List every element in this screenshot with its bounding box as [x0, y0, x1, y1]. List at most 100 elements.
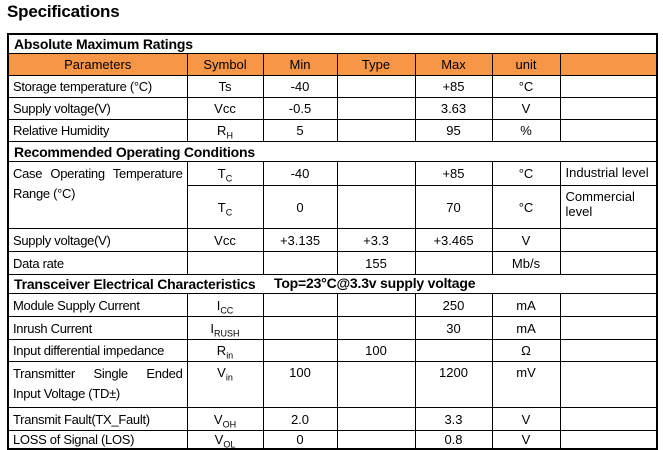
- cell-param: Relative Humidity: [7, 119, 188, 142]
- cell-min: [262, 316, 338, 340]
- cell-symbol: Ts: [186, 75, 264, 98]
- cell-symbol: RH: [186, 119, 264, 142]
- cell-type: [336, 407, 416, 431]
- cell-max: 70: [414, 185, 493, 229]
- cell-param: Case Operating Temperature Range (°C): [7, 161, 188, 229]
- cell-min: 0: [262, 430, 338, 450]
- section-title: Absolute Maximum Ratings: [7, 33, 658, 54]
- cell-note: [559, 97, 658, 120]
- section-condition-text: Top=23°C@3.3v supply voltage: [274, 275, 476, 292]
- cell-unit: Ω: [491, 339, 561, 362]
- cell-note: [559, 251, 658, 275]
- cell-min: -0.5: [262, 97, 338, 120]
- cell-symbol: VOH: [186, 407, 264, 431]
- cell-param: LOSS of Signal (LOS): [7, 430, 188, 450]
- cell-note: Industrial level: [559, 161, 658, 186]
- cell-max: 95: [414, 119, 493, 142]
- table-row: Storage temperature (°C) Ts -40 +85 °C: [7, 75, 658, 98]
- cell-max: +3.465: [414, 228, 493, 252]
- cell-symbol: ICC: [186, 293, 264, 317]
- cell-max: +85: [414, 161, 493, 186]
- cell-symbol: TC: [186, 185, 264, 229]
- table-row: Inrush Current IRUSH 30 mA: [7, 316, 658, 340]
- cell-type: [336, 293, 416, 317]
- cell-type: [336, 119, 416, 142]
- cell-max: [414, 251, 493, 275]
- cell-min: 2.0: [262, 407, 338, 431]
- page-title: Specifications: [7, 2, 120, 21]
- section-header-row: Transceiver Electrical Characteristics T…: [7, 274, 658, 294]
- section-title: Transceiver Electrical Characteristics T…: [7, 274, 658, 294]
- cell-param: Input differential impedance: [7, 339, 188, 362]
- cell-type: [336, 316, 416, 340]
- table-row: Data rate 155 Mb/s: [7, 251, 658, 275]
- column-header-row: Parameters Symbol Min Type Max unit: [7, 53, 658, 76]
- table-row: Case Operating Temperature Range (°C) TC…: [7, 161, 658, 229]
- cell-unit: mA: [491, 293, 561, 317]
- cell-unit: V: [491, 97, 561, 120]
- cell-type: [336, 430, 416, 450]
- cell-unit: °C: [491, 185, 561, 229]
- cell-note: [559, 316, 658, 340]
- cell-type: [336, 361, 416, 408]
- cell-note: [559, 119, 658, 142]
- cell-unit: mA: [491, 316, 561, 340]
- cell-symbol: IRUSH: [186, 316, 264, 340]
- cell-unit: V: [491, 228, 561, 252]
- col-header-parameters: Parameters: [7, 53, 188, 76]
- table-row: Supply voltage(V) Vcc +3.135 +3.3 +3.465…: [7, 228, 658, 252]
- cell-note: Commercial level: [559, 185, 658, 229]
- table-row: Supply voltage(V) Vcc -0.5 3.63 V: [7, 97, 658, 120]
- cell-min: -40: [262, 161, 338, 186]
- cell-min: 100: [262, 361, 338, 408]
- cell-symbol: VOL: [186, 430, 264, 450]
- col-header-symbol: Symbol: [186, 53, 264, 76]
- cell-type: 155: [336, 251, 416, 275]
- cell-max: 250: [414, 293, 493, 317]
- table-row: Input differential impedance Rin 100 Ω: [7, 339, 658, 362]
- col-header-min: Min: [262, 53, 338, 76]
- cell-unit: V: [491, 407, 561, 431]
- cell-note: [559, 361, 658, 408]
- table-row: Relative Humidity RH 5 95 %: [7, 119, 658, 142]
- cell-max: 3.63: [414, 97, 493, 120]
- section-header-row: Recommended Operating Conditions: [7, 141, 658, 162]
- table-row: Transmit Fault(TX_Fault) VOH 2.0 3.3 V: [7, 407, 658, 431]
- cell-min: -40: [262, 75, 338, 98]
- cell-min: [262, 293, 338, 317]
- cell-type: [336, 75, 416, 98]
- cell-note: [559, 407, 658, 431]
- cell-min: 5: [262, 119, 338, 142]
- cell-symbol: Vin: [186, 361, 264, 408]
- table-row: Module Supply Current ICC 250 mA: [7, 293, 658, 317]
- table-row: TC 0 70 °C Commercial level: [8, 185, 658, 229]
- cell-unit: mV: [491, 361, 561, 408]
- cell-param: Transmit Fault(TX_Fault): [7, 407, 188, 431]
- cell-max: 30: [414, 316, 493, 340]
- cell-note: [559, 75, 658, 98]
- cell-param: Supply voltage(V): [7, 228, 188, 252]
- cell-max: +85: [414, 75, 493, 98]
- cell-param: Inrush Current: [7, 316, 188, 340]
- specifications-table: Absolute Maximum Ratings Parameters Symb…: [7, 33, 659, 450]
- col-header-blank: [559, 53, 658, 76]
- table-row: Transmitter Single Ended Input Voltage (…: [7, 361, 658, 408]
- cell-unit: Mb/s: [491, 251, 561, 275]
- cell-note: [559, 339, 658, 362]
- table-row: LOSS of Signal (LOS) VOL 0 0.8 V: [7, 430, 658, 450]
- cell-type: [336, 97, 416, 120]
- cell-max: 0.8: [414, 430, 493, 450]
- cell-symbol: TC: [186, 161, 264, 186]
- cell-min: [262, 251, 338, 275]
- cell-type: +3.3: [336, 228, 416, 252]
- cell-unit: %: [491, 119, 561, 142]
- cell-max: 1200: [414, 361, 493, 408]
- cell-type: 100: [336, 339, 416, 362]
- cell-symbol: Rin: [186, 339, 264, 362]
- cell-param: Module Supply Current: [7, 293, 188, 317]
- cell-min: [262, 339, 338, 362]
- col-header-type: Type: [336, 53, 416, 76]
- section-title-text: Transceiver Electrical Characteristics: [14, 276, 256, 292]
- cell-max: 3.3: [414, 407, 493, 431]
- cell-unit: °C: [491, 75, 561, 98]
